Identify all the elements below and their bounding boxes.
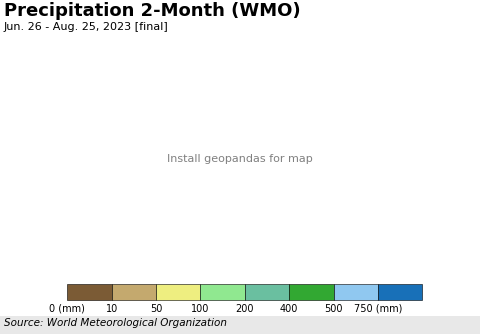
Bar: [289, 284, 334, 300]
Text: Jun. 26 - Aug. 25, 2023 [final]: Jun. 26 - Aug. 25, 2023 [final]: [4, 22, 168, 32]
Text: Precipitation 2-Month (WMO): Precipitation 2-Month (WMO): [4, 2, 300, 20]
Bar: [334, 284, 378, 300]
Bar: [111, 284, 156, 300]
Text: 10: 10: [106, 304, 118, 314]
Bar: [200, 284, 245, 300]
Text: 500: 500: [324, 304, 343, 314]
Text: Install geopandas for map: Install geopandas for map: [167, 155, 313, 164]
Text: 400: 400: [280, 304, 299, 314]
Text: Source: World Meteorological Organization: Source: World Meteorological Organizatio…: [4, 318, 227, 328]
Bar: [156, 284, 200, 300]
Text: 750 (mm): 750 (mm): [354, 304, 402, 314]
Bar: [0, 316, 480, 334]
Bar: [378, 284, 422, 300]
Bar: [245, 284, 289, 300]
Text: 100: 100: [191, 304, 210, 314]
Text: 0 (mm): 0 (mm): [49, 304, 85, 314]
Bar: [67, 284, 111, 300]
Text: 50: 50: [150, 304, 162, 314]
Text: 200: 200: [236, 304, 254, 314]
